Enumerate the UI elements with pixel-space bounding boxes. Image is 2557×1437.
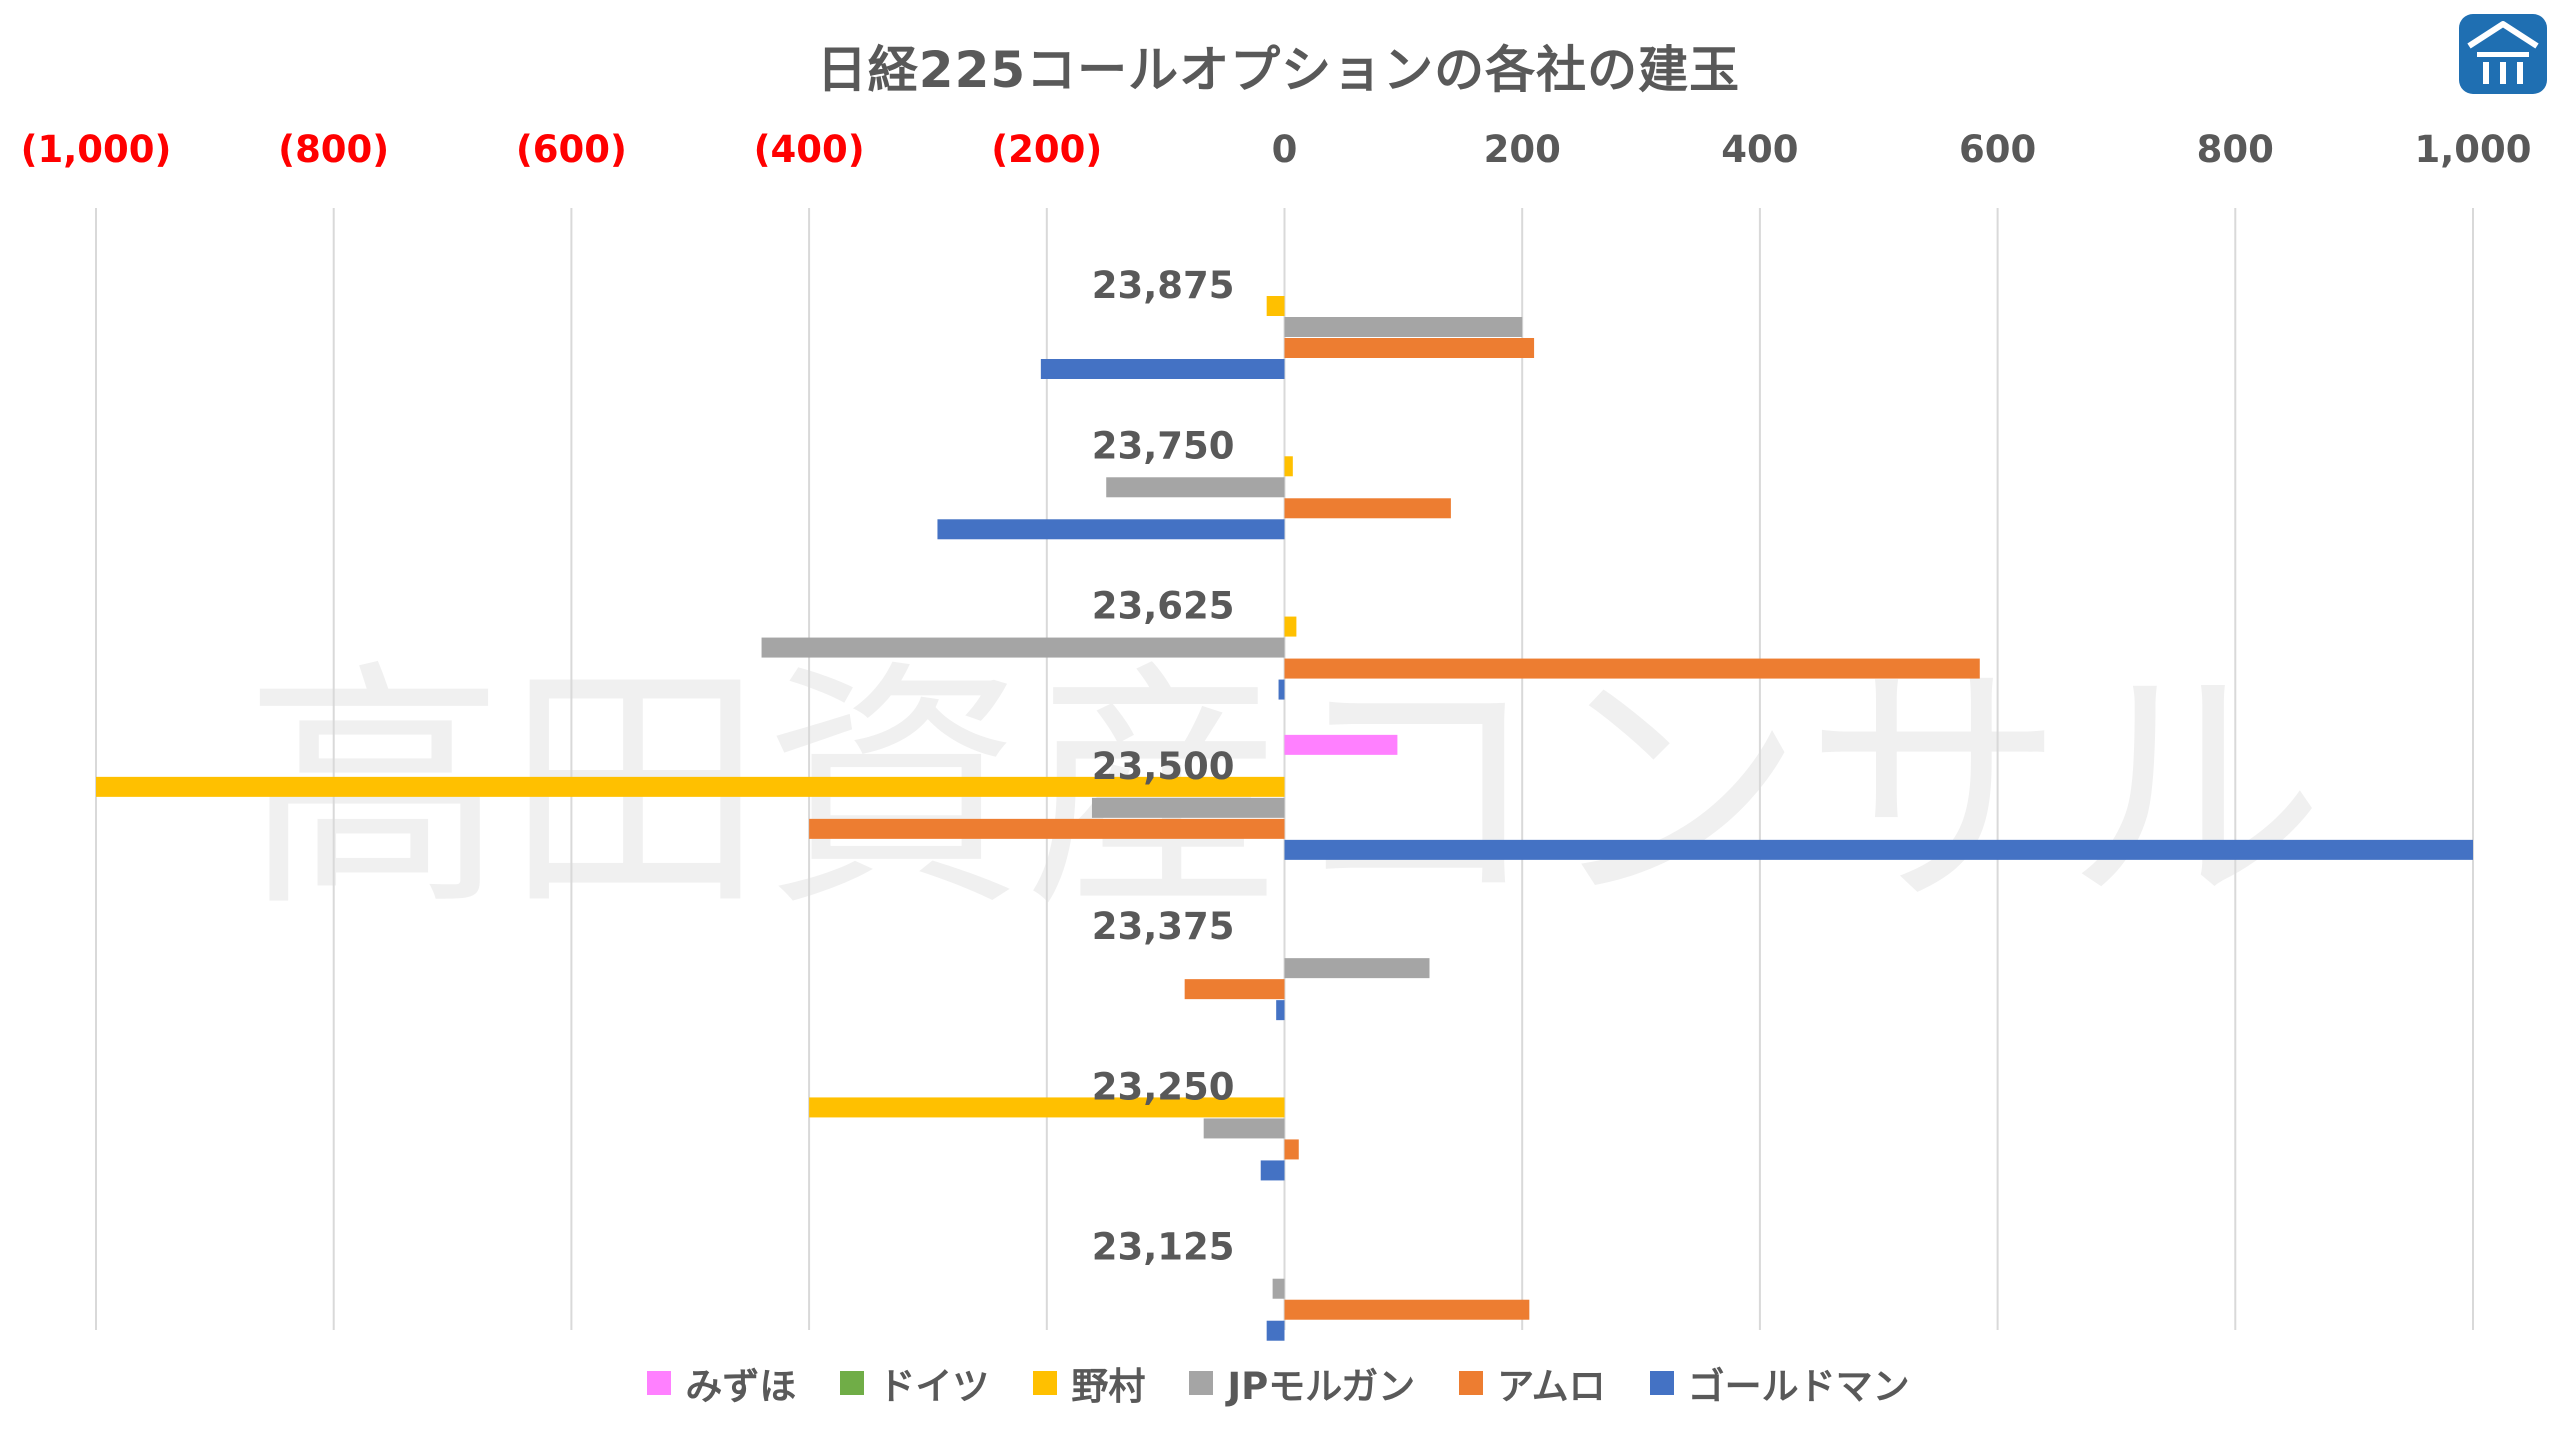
legend-swatch xyxy=(1189,1371,1214,1395)
legend-swatch xyxy=(647,1371,672,1395)
legend-swatch xyxy=(840,1371,865,1395)
legend-label: みずほ xyxy=(685,1365,797,1408)
category-label: 23,750 xyxy=(1092,424,1235,467)
bar-6-6 xyxy=(1260,1160,1285,1181)
bar-4-5 xyxy=(1284,958,1430,979)
bar-3-1 xyxy=(1266,296,1285,316)
bar-3-3 xyxy=(1284,616,1297,637)
legend-item: JPモルガン xyxy=(1189,1356,1415,1410)
bar-5-5 xyxy=(1184,979,1285,1000)
category-label: 23,625 xyxy=(1092,585,1235,628)
bar-3-2 xyxy=(1284,456,1293,477)
legend-swatch xyxy=(1649,1371,1674,1395)
x-tick-label: (800) xyxy=(278,128,389,171)
bar-4-6 xyxy=(1203,1118,1285,1139)
takata-logo-icon xyxy=(2459,14,2547,94)
legend-swatch xyxy=(1033,1371,1058,1395)
bar-6-5 xyxy=(1276,1000,1285,1021)
x-tick-label: 0 xyxy=(1272,128,1298,171)
bar-6-3 xyxy=(1278,679,1285,700)
x-tick-label: (200) xyxy=(991,128,1102,171)
x-tick-label: 200 xyxy=(1484,128,1561,171)
bar-4-2 xyxy=(1106,477,1285,498)
bar-3-6 xyxy=(809,1097,1285,1118)
x-tick-label: 600 xyxy=(1959,128,2036,171)
bar-4-3 xyxy=(761,637,1285,658)
bar-6-7 xyxy=(1266,1320,1285,1341)
x-tick-label: 1,000 xyxy=(2414,128,2531,171)
bar-1-4 xyxy=(1284,734,1398,755)
bar-5-4 xyxy=(809,818,1285,839)
legend-item: ドイツ xyxy=(840,1356,989,1410)
x-tick-label: 800 xyxy=(2197,128,2274,171)
legend-label: 野村 xyxy=(1071,1365,1146,1408)
category-label: 23,250 xyxy=(1092,1065,1235,1108)
legend-swatch xyxy=(1459,1371,1484,1395)
category-label: 23,375 xyxy=(1092,905,1235,948)
bar-4-4 xyxy=(1091,797,1285,818)
bar-5-1 xyxy=(1284,338,1535,358)
bar-6-4 xyxy=(1284,839,2473,860)
category-label: 23,875 xyxy=(1092,264,1235,307)
bar-4-7 xyxy=(1272,1278,1285,1299)
legend-label: JPモルガン xyxy=(1227,1365,1416,1408)
category-label: 23,125 xyxy=(1092,1226,1235,1269)
legend-item: アムロ xyxy=(1459,1356,1606,1410)
legend-label: ゴールドマン xyxy=(1687,1365,1910,1408)
category-label: 23,500 xyxy=(1092,745,1235,788)
bar-5-6 xyxy=(1284,1139,1299,1160)
chart-legend: みずほ ドイツ 野村 JPモルガン アムロ ゴールドマン xyxy=(0,1356,2557,1410)
x-tick-label: (600) xyxy=(516,128,627,171)
bar-5-2 xyxy=(1284,498,1451,519)
legend-label: ドイツ xyxy=(878,1365,990,1408)
legend-item: みずほ xyxy=(647,1356,796,1410)
bar-5-7 xyxy=(1284,1299,1530,1320)
chart-title: 日経225コールオプションの各社の建玉 xyxy=(816,41,1741,99)
bar-5-3 xyxy=(1284,658,1980,679)
x-tick-label: (400) xyxy=(754,128,865,171)
legend-item: ゴールドマン xyxy=(1649,1356,1910,1410)
bar-6-2 xyxy=(937,519,1285,540)
legend-item: 野村 xyxy=(1033,1356,1145,1410)
bar-4-1 xyxy=(1284,317,1523,337)
legend-label: アムロ xyxy=(1497,1365,1606,1408)
bar-3-4 xyxy=(96,776,1285,797)
bar-6-1 xyxy=(1040,359,1285,379)
x-tick-label: (1,000) xyxy=(21,128,172,171)
x-tick-label: 400 xyxy=(1721,128,1798,171)
